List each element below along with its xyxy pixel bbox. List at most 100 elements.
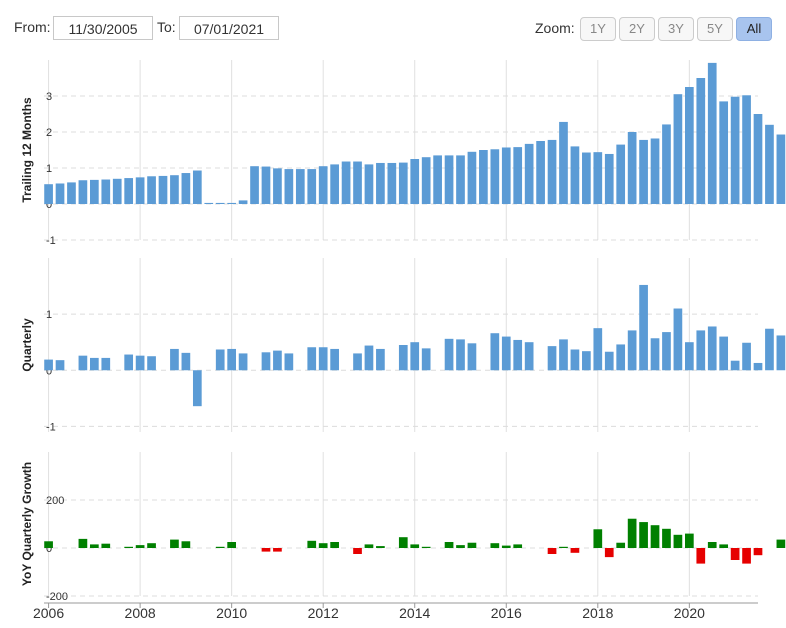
x-axis-tick-label: 2008 (125, 605, 156, 621)
quarterly-bar (719, 336, 729, 371)
quarterly-bar (524, 342, 534, 371)
quarterly-bar (101, 357, 111, 371)
quarterly-bar (444, 338, 454, 371)
quarterly-bar (410, 342, 420, 371)
trailing-12-months-ytick-label: 3 (46, 91, 52, 103)
trailing-12-months-ytick-label: -1 (46, 235, 56, 247)
quarterly-bar (501, 336, 511, 371)
yoy-quarterly-growth-bar (719, 544, 729, 548)
trailing-12-months-bar (559, 121, 568, 204)
yoy-quarterly-growth-panel: -200 0 200 YoY Quarterly Growth (20, 452, 786, 603)
trailing-12-months-bar (398, 162, 408, 204)
yoy-quarterly-growth-bar (707, 542, 717, 548)
zoom-1y-button[interactable]: 1Y (580, 17, 616, 41)
zoom-3y-button[interactable]: 3Y (658, 17, 694, 41)
yoy-quarterly-growth-bar (513, 544, 523, 548)
trailing-12-months-bar (55, 183, 65, 204)
trailing-12-months-bar (421, 157, 431, 204)
trailing-12-months-bar (215, 202, 225, 204)
from-date-input[interactable]: 11/30/2005 (53, 16, 153, 40)
x-axis-tick-label: 2018 (582, 605, 613, 621)
trailing-12-months-bar (410, 159, 420, 204)
trailing-12-months-bar (593, 152, 603, 204)
yoy-quarterly-growth-ytick-label: 200 (46, 495, 64, 507)
from-label: From: (14, 19, 51, 35)
yoy-quarterly-growth-bar (570, 548, 580, 553)
trailing-12-months-bar (330, 164, 339, 204)
trailing-12-months-bar (730, 96, 740, 204)
quarterly-bar (421, 348, 431, 371)
trailing-12-months-bar (490, 149, 500, 204)
quarterly-bar (318, 347, 328, 371)
yoy-quarterly-growth-bar (261, 548, 271, 552)
trailing-12-months-bar (67, 182, 76, 204)
yoy-quarterly-growth-ytick-label: -200 (46, 591, 68, 603)
yoy-quarterly-growth-bar (78, 538, 88, 548)
quarterly-bar (662, 332, 671, 371)
yoy-quarterly-growth-bar (547, 548, 557, 554)
quarterly-y-axis-title: Quarterly (20, 318, 34, 372)
yoy-quarterly-growth-bar (604, 548, 614, 558)
trailing-12-months-bar (158, 175, 168, 204)
zoom-2y-button[interactable]: 2Y (619, 17, 655, 41)
trailing-12-months-bar (124, 178, 134, 204)
yoy-quarterly-growth-bar (89, 544, 99, 548)
yoy-quarterly-growth-y-axis-title: YoY Quarterly Growth (20, 462, 34, 586)
yoy-quarterly-growth-bar (124, 546, 134, 548)
trailing-12-months-bar (112, 178, 122, 204)
yoy-quarterly-growth-bar (398, 537, 408, 548)
quarterly-bar (593, 328, 603, 371)
quarterly-bar (261, 352, 271, 371)
yoy-quarterly-growth-bar (273, 548, 282, 552)
quarterly-bar (490, 333, 500, 371)
quarterly-bar (639, 284, 648, 371)
to-date-input[interactable]: 07/01/2021 (179, 16, 279, 40)
trailing-12-months-bar (89, 179, 99, 204)
quarterly-bar (570, 349, 580, 371)
trailing-12-months-bar (673, 94, 683, 204)
trailing-12-months-bar (753, 114, 763, 204)
quarterly-bar (273, 350, 282, 371)
trailing-12-months-bar (684, 87, 694, 204)
quarterly-bar (147, 356, 156, 371)
trailing-12-months-y-axis-title: Trailing 12 Months (20, 97, 34, 203)
quarterly-ytick-label: 0 (46, 365, 52, 377)
yoy-quarterly-growth-bar (376, 546, 385, 548)
trailing-12-months-ytick-label: 1 (46, 163, 52, 175)
trailing-12-months-bar (376, 162, 385, 204)
quarterly-bar (215, 349, 225, 371)
trailing-12-months-bar (353, 161, 362, 204)
yoy-quarterly-growth-bar (444, 542, 454, 548)
zoom-all-button[interactable]: All (736, 17, 772, 41)
zoom-5y-button[interactable]: 5Y (697, 17, 733, 41)
yoy-quarterly-growth-bar (684, 533, 694, 548)
quarterly-bar (89, 357, 99, 371)
date-range-controls: From: 11/30/2005 To: 07/01/2021 Zoom: 1Y… (0, 0, 786, 52)
trailing-12-months-ytick-label: 0 (46, 199, 52, 211)
yoy-quarterly-growth-bar (364, 544, 374, 548)
quarterly-bar (44, 359, 53, 371)
trailing-12-months-ytick-label: 2 (46, 127, 52, 139)
trailing-12-months-panel: -1 0 1 2 3 Trailing 12 Months (20, 60, 786, 247)
trailing-12-months-bar (582, 152, 591, 204)
yoy-quarterly-growth-ytick-label: 0 (46, 543, 52, 555)
yoy-quarterly-growth-bar (318, 543, 328, 548)
trailing-12-months-bar (742, 95, 751, 204)
yoy-quarterly-growth-bar (181, 541, 191, 548)
yoy-quarterly-growth-bar (101, 543, 111, 548)
yoy-quarterly-growth-bar (353, 548, 362, 554)
quarterly-bar (730, 360, 740, 371)
trailing-12-months-bar (261, 166, 271, 204)
trailing-12-months-bar (536, 141, 545, 204)
yoy-quarterly-growth-bar (227, 542, 237, 548)
quarterly-bar (765, 328, 774, 371)
trailing-12-months-bar (318, 166, 328, 204)
quarterly-bar (330, 348, 339, 371)
trailing-12-months-bar (192, 170, 202, 204)
yoy-quarterly-growth-bar (696, 548, 706, 564)
x-axis-tick-label: 2014 (399, 605, 430, 621)
trailing-12-months-bar (238, 200, 248, 204)
quarterly-bar (776, 335, 786, 371)
yoy-quarterly-growth-bar (307, 540, 317, 548)
quarterly-bar (627, 330, 637, 371)
